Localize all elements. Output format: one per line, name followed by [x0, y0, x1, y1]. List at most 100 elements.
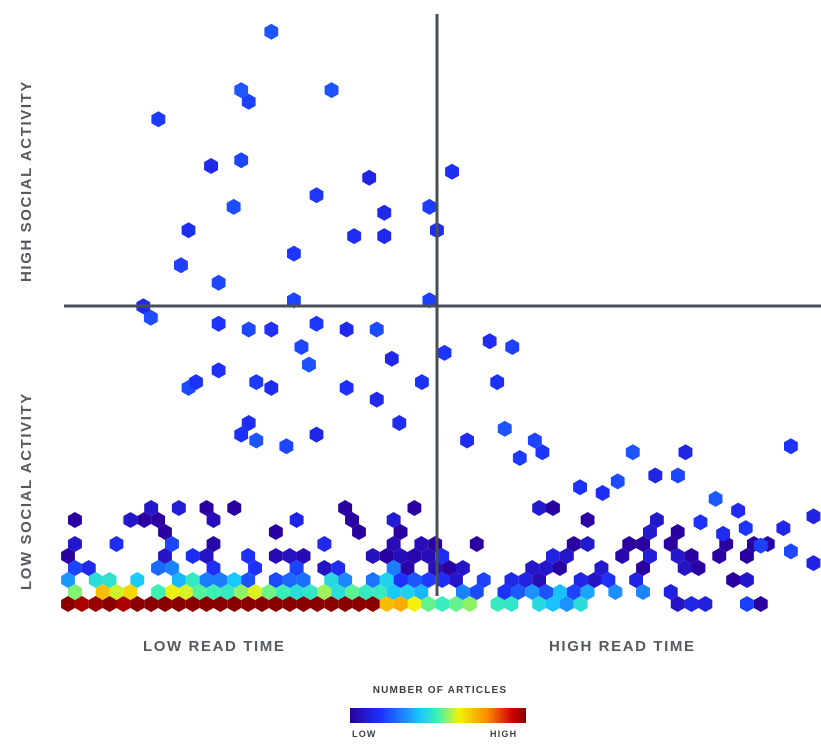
hexbin-cell	[393, 596, 408, 612]
hexbin-cell	[181, 222, 196, 239]
hexbin-cell	[532, 596, 546, 612]
hexbin-cell	[573, 572, 588, 588]
hexbin-cell	[566, 584, 581, 600]
hexbin-cell	[392, 415, 407, 431]
hexbin-cell	[227, 572, 242, 588]
hexbin-cell	[407, 596, 422, 612]
hexbin-cell	[512, 450, 527, 466]
hexbin-cell	[615, 548, 630, 564]
legend-low-label: LOW	[352, 729, 377, 739]
hexbin-cell	[88, 596, 103, 612]
x-label-low-read-time: LOW READ TIME	[143, 638, 286, 655]
hexbin-cell	[456, 584, 470, 600]
hexbin-cell	[61, 596, 75, 612]
hexbin-cell	[504, 596, 519, 612]
hexbin-cell	[213, 596, 228, 612]
hexbin-cell	[407, 548, 422, 564]
hexbin-cell	[622, 536, 637, 552]
hexbin-cell	[449, 596, 463, 612]
hexbin-cell	[527, 432, 542, 449]
hexbin-cell	[648, 467, 663, 484]
hexbin-cell	[643, 548, 657, 564]
x-label-high-read-time: HIGH READ TIME	[549, 638, 696, 655]
hexbin-cell	[109, 536, 124, 552]
hexbin-cell	[490, 374, 505, 391]
hexbin-cell	[171, 500, 186, 516]
hexbin-cell	[282, 548, 297, 564]
hexbin-cell	[165, 584, 179, 600]
hexbin-cell	[421, 548, 436, 564]
hexbin-cell	[199, 572, 214, 588]
hexbin-cell	[650, 512, 664, 528]
hexbin-cell	[740, 572, 754, 588]
hexbin-cell	[393, 572, 408, 588]
hexbin-cell	[204, 158, 218, 174]
hexbin-cell	[275, 584, 290, 600]
hexbin-cell	[422, 292, 437, 309]
hexbin-cell	[199, 548, 214, 564]
hexbin-cell	[88, 572, 103, 588]
hexbin-cell	[365, 596, 380, 612]
hexbin-cell	[255, 596, 269, 612]
y-label-low-social: LOW SOCIAL ACTIVITY	[18, 392, 35, 590]
hexbin-cell	[289, 512, 304, 528]
hexbin-cell	[546, 548, 560, 564]
hexbin-cell	[595, 485, 610, 501]
hexbin-cell	[347, 228, 362, 245]
hexbin-cell	[377, 228, 392, 245]
hexbin-cell	[601, 572, 616, 588]
hexbin-cell	[806, 508, 821, 525]
hexbin-cell	[393, 524, 408, 540]
hexbin-cell	[407, 572, 422, 588]
hexbin-cell	[151, 512, 165, 528]
hexbin-cell	[282, 596, 297, 612]
hexbin-cell	[310, 596, 325, 612]
hexbin-cell	[339, 379, 354, 396]
hexbin-cell	[525, 560, 540, 576]
hexbin-cell	[362, 169, 377, 186]
hexbin-cell	[206, 536, 221, 552]
hexbin-cell	[123, 512, 138, 528]
hexbin-cell	[553, 584, 567, 600]
hexbin-cell	[144, 596, 159, 612]
hexbin-cell	[206, 584, 221, 600]
hexbin-cell	[608, 584, 623, 600]
hexbin-cell	[345, 584, 359, 600]
hexbin-cell	[268, 524, 283, 540]
hexbin-cell	[559, 596, 574, 612]
hexbin-cell	[309, 426, 324, 443]
hexbin-cell	[684, 596, 699, 612]
hexbin-cell	[317, 536, 332, 552]
hexbin-cell	[393, 548, 408, 564]
hexbin-cell	[264, 321, 279, 338]
hexbin-cell	[693, 514, 708, 531]
hexbin-cell	[435, 596, 450, 612]
hexbin-cell	[435, 572, 450, 588]
hexbin-cell	[324, 82, 339, 99]
hexbin-cell	[437, 344, 452, 361]
hexbin-cell	[234, 152, 249, 169]
hexbin-cell	[264, 23, 279, 40]
legend-colorbar	[350, 708, 526, 723]
hexbin-cell	[784, 438, 798, 455]
hexbin-cell	[386, 560, 401, 576]
hexbin-cell	[289, 560, 304, 576]
hexbin-cell	[192, 584, 207, 600]
hexbin-cell	[185, 548, 200, 564]
hexbin-cell	[511, 584, 526, 600]
hexbin-cell	[421, 596, 436, 612]
hexbin-cell	[189, 374, 203, 391]
hexbin-cell	[677, 560, 692, 576]
hexbin-cell	[384, 350, 399, 367]
hexbin-cell	[691, 560, 706, 576]
hexbin-cell	[226, 198, 241, 215]
hexbin-cell	[546, 500, 560, 516]
hexbin-cell	[241, 415, 256, 431]
hexbin-cell	[206, 560, 221, 576]
hexbin-cell	[241, 548, 256, 564]
hexbin-cell	[158, 524, 172, 540]
hexbin-cell	[684, 548, 699, 564]
hexbin-cell	[109, 584, 124, 600]
hexbin-cell	[324, 596, 339, 612]
